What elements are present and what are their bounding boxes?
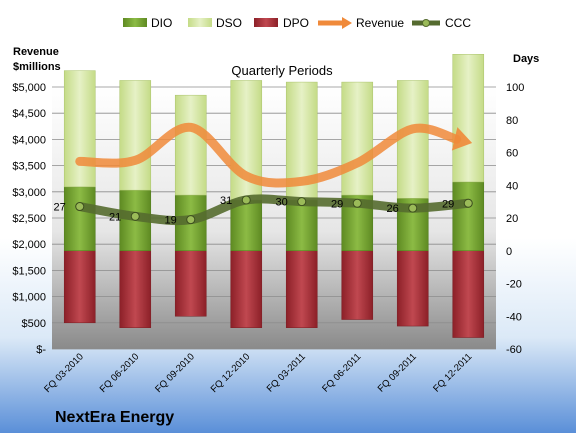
ccc-point [463, 198, 473, 208]
x-tick-label: FQ 09-2011 [376, 351, 419, 394]
ccc-data-label: 27 [54, 202, 66, 214]
bar-dpo [285, 250, 318, 328]
revenue-line [75, 122, 462, 188]
left-tick-label: $2,000 [12, 239, 46, 251]
bar-dio [452, 181, 485, 252]
revenue-series [75, 122, 473, 188]
left-tick-label: $5,000 [12, 82, 46, 94]
left-axis-title-line1: Revenue [13, 46, 59, 58]
revenue-arrowhead [451, 127, 473, 151]
legend-label-revenue: Revenue [356, 16, 404, 30]
legend-swatch-dso [188, 18, 212, 27]
right-tick-label: 20 [506, 213, 518, 225]
x-axis: FQ 03-2010 FQ 06-2010 FQ 09-2010 FQ 12-2010… [42, 351, 474, 395]
ccc-point [130, 211, 140, 221]
left-tick-label: $1,500 [12, 265, 46, 277]
right-tick-label: 80 [506, 115, 518, 127]
left-axis-title-line2: $millions [13, 61, 61, 73]
bar-dio [285, 199, 318, 252]
x-tick-label: FQ 06-2011 [320, 351, 363, 394]
ccc-point [186, 215, 196, 225]
bar-dso [63, 70, 96, 188]
ccc-data-label: 30 [276, 197, 288, 209]
x-tick-label: FQ 12-2010 [209, 351, 253, 395]
bar-dpo [230, 250, 263, 328]
ccc-line [75, 194, 473, 226]
legend: DIO DSO DPO Revenue CCC [123, 16, 471, 30]
right-tick-label: -60 [506, 344, 522, 356]
bar-dpo [63, 250, 96, 324]
right-tick-label: -40 [506, 311, 522, 323]
ccc-data-label: 19 [165, 215, 177, 227]
legend-marker-ccc [422, 19, 430, 27]
left-tick-label: $- [36, 344, 46, 356]
company-name: NextEra Energy [55, 409, 174, 426]
bar-dso [341, 81, 374, 196]
bar-dpo [174, 250, 207, 317]
bar-dso [119, 80, 152, 191]
legend-arrow-revenue [342, 17, 352, 29]
legend-label-ccc: CCC [445, 16, 471, 30]
chart-subtitle: Quarterly Periods [231, 63, 333, 78]
bar-dpo [396, 250, 429, 327]
legend-swatch-dio [123, 18, 147, 27]
bar-dpo [341, 250, 374, 320]
left-tick-label: $3,000 [12, 187, 46, 199]
ccc-point [75, 202, 85, 212]
left-axis: $- $500 $1,000 $1,500 $2,000 $2,500 $3,000 $3,5… [12, 82, 46, 356]
legend-swatch-dpo [254, 18, 278, 27]
ccc-data-label: 21 [109, 211, 121, 223]
right-axis-title: Days [513, 53, 539, 65]
left-tick-label: $500 [22, 318, 46, 330]
x-tick-label: FQ 03-2010 [42, 351, 86, 395]
bar-dpo [452, 250, 485, 338]
left-tick-label: $2,500 [12, 213, 46, 225]
right-tick-label: -20 [506, 279, 522, 291]
bar-dio [230, 199, 263, 252]
bar-dso [396, 80, 429, 199]
legend-label-dso: DSO [216, 16, 242, 30]
ccc-point [352, 198, 362, 208]
x-tick-label: FQ 06-2010 [98, 351, 142, 395]
ccc-point [297, 197, 307, 207]
ccc-data-label: 29 [331, 198, 343, 210]
bar-dpo [119, 250, 152, 328]
right-tick-label: 100 [506, 82, 524, 94]
ccc-data-label: 31 [220, 195, 232, 207]
ccc-point [408, 203, 418, 213]
ccc-data-label: 26 [387, 203, 399, 215]
right-tick-label: 40 [506, 180, 518, 192]
right-tick-label: 60 [506, 148, 518, 160]
left-tick-label: $3,500 [12, 161, 46, 173]
x-tick-label: FQ 12-2011 [431, 351, 474, 394]
legend-label-dpo: DPO [283, 16, 309, 30]
x-tick-label: FQ 09-2010 [153, 351, 197, 395]
ccc-series: 27 21 19 31 30 29 26 29 [54, 194, 473, 227]
legend-label-dio: DIO [151, 16, 172, 30]
left-tick-label: $4,500 [12, 108, 46, 120]
bar-dio [63, 186, 96, 251]
left-tick-label: $4,000 [12, 134, 46, 146]
right-tick-label: 0 [506, 246, 512, 258]
bar-dso [452, 54, 485, 183]
ccc-point [241, 195, 251, 205]
x-tick-label: FQ 03-2011 [265, 351, 308, 394]
left-tick-label: $1,000 [12, 292, 46, 304]
bar-dso [174, 94, 207, 196]
right-axis: -60 -40 -20 0 20 40 60 80 100 [506, 82, 524, 356]
ccc-data-label: 29 [442, 198, 454, 210]
